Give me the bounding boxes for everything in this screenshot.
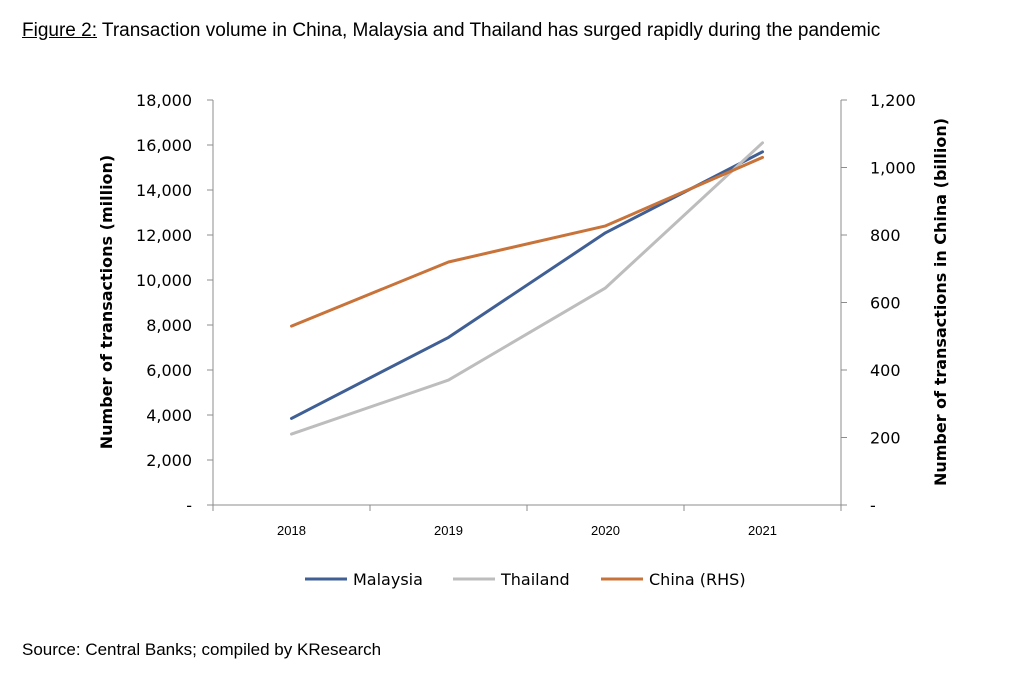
y-tick-label-right: 200 bbox=[870, 429, 901, 448]
figure-label: Figure 2: bbox=[22, 20, 97, 41]
y-tick-label-right: 1,000 bbox=[870, 159, 916, 178]
y-tick-label-right: 1,200 bbox=[870, 91, 916, 110]
y-axis-title-right: Number of transactions in China (billion… bbox=[931, 118, 950, 486]
y-tick-label-left: 2,000 bbox=[146, 451, 192, 470]
x-tick-label: 2019 bbox=[434, 523, 463, 538]
x-tick-label: 2021 bbox=[748, 523, 777, 538]
legend-label: Malaysia bbox=[353, 570, 423, 589]
y-tick-label-left: 12,000 bbox=[136, 226, 192, 245]
legend-label: Thailand bbox=[500, 570, 570, 589]
y-tick-label-left: 18,000 bbox=[136, 91, 192, 110]
y-tick-label-right: 600 bbox=[870, 294, 901, 313]
y-tick-label-right: - bbox=[870, 496, 876, 515]
series-line-malaysia bbox=[290, 150, 764, 420]
y-tick-label-left: 6,000 bbox=[146, 361, 192, 380]
y-tick-label-left: 10,000 bbox=[136, 271, 192, 290]
source-note: Source: Central Banks; compiled by KRese… bbox=[22, 640, 381, 660]
series-line-thailand bbox=[290, 141, 764, 436]
series-line-china-rhs bbox=[290, 155, 764, 328]
chart-legend: Malaysia Thailand China (RHS) bbox=[305, 570, 746, 589]
y-tick-label-right: 800 bbox=[870, 226, 901, 245]
y-axis-title-left: Number of transactions (million) bbox=[97, 155, 116, 450]
chart-series bbox=[290, 141, 764, 436]
source-text: Central Banks; compiled by KResearch bbox=[85, 640, 382, 659]
x-tick-label: 2020 bbox=[591, 523, 620, 538]
source-label: Source: bbox=[22, 640, 81, 659]
figure-title: Figure 2: Transaction volume in China, M… bbox=[22, 20, 880, 42]
x-tick-label: 2018 bbox=[277, 523, 306, 538]
legend-label: China (RHS) bbox=[649, 570, 746, 589]
y-tick-label-left: 14,000 bbox=[136, 181, 192, 200]
y-tick-label-left: 16,000 bbox=[136, 136, 192, 155]
figure-title-text: Transaction volume in China, Malaysia an… bbox=[101, 20, 881, 41]
y-tick-label-left: 4,000 bbox=[146, 406, 192, 425]
y-tick-label-left: - bbox=[186, 496, 192, 515]
y-tick-label-left: 8,000 bbox=[146, 316, 192, 335]
y-tick-label-right: 400 bbox=[870, 361, 901, 380]
chart-axes: - 2,000 4,000 6,000 8,000 10,000 12,000 14,000 1… bbox=[136, 91, 916, 538]
